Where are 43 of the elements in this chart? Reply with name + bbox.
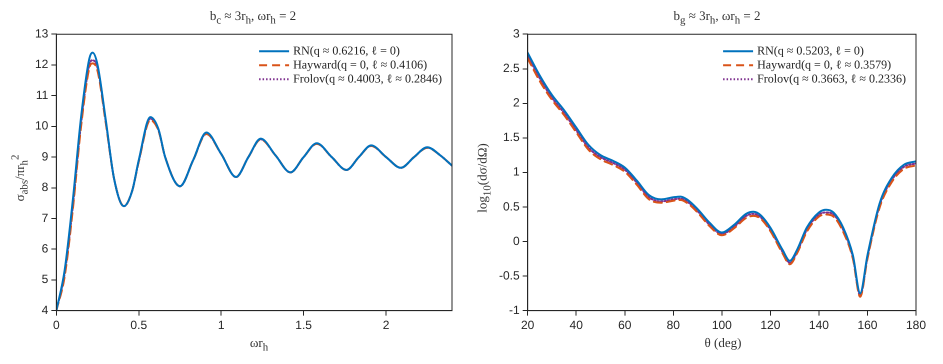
- x-tick-label: 160: [857, 318, 878, 332]
- x-tick-label: 120: [760, 318, 781, 332]
- x-tick-label: 80: [666, 318, 680, 332]
- x-tick-label: 2: [382, 318, 390, 332]
- x-tick-label: 180: [906, 318, 926, 332]
- y-tick-label: 0: [512, 234, 520, 248]
- x-tick-label: 40: [570, 318, 584, 332]
- legend-label: RN(q ≈ 0.6216, ℓ = 0): [293, 43, 400, 58]
- legend-label: Hayward(q = 0, ℓ ≈ 0.3579): [757, 57, 892, 72]
- y-tick-label: 1.5: [502, 130, 520, 144]
- legend-label: Hayward(q = 0, ℓ ≈ 0.4106): [293, 57, 428, 72]
- y-tick-label: 5: [42, 272, 49, 286]
- x-tick-label: 0.5: [130, 318, 148, 332]
- x-tick-label: 100: [712, 318, 732, 332]
- x-tick-label: 1.5: [295, 318, 312, 332]
- y-tick-label: 8: [42, 180, 49, 194]
- y-tick-label: 10: [34, 118, 49, 133]
- y-tick-label: 2.5: [502, 61, 520, 76]
- y-tick-label: 13: [34, 26, 49, 41]
- x-axis-title: ωr$_{h}$: [248, 335, 270, 354]
- y-tick-label: 2: [512, 96, 520, 110]
- y-tick-label: -1: [509, 302, 520, 317]
- legend-label: RN(q ≈ 0.5203, ℓ = 0): [757, 43, 864, 58]
- x-tick-label: 0: [53, 318, 60, 332]
- y-tick-label: 0.5: [502, 199, 520, 214]
- x-tick-label: 20: [521, 318, 535, 332]
- y-tick-label: 1: [512, 164, 520, 179]
- chart-title: b$_{c}$ ≈ 3r$_{h}$, ωr$_{h}$ = 2: [208, 8, 298, 27]
- x-tick-label: 1: [218, 318, 225, 332]
- y-tick-label: 3: [512, 26, 520, 41]
- x-tick-label: 60: [618, 318, 632, 332]
- y-tick-label: 6: [42, 241, 49, 256]
- y-tick-label: 9: [42, 149, 49, 164]
- y-tick-label: 4: [42, 302, 49, 317]
- x-tick-label: 140: [808, 318, 830, 332]
- legend-label: Frolov(q ≈ 0.4003, ℓ ≈ 0.2846): [293, 71, 442, 86]
- y-tick-label: -0.5: [498, 268, 520, 282]
- y-tick-label: 11: [36, 88, 49, 102]
- y-tick-label: 7: [42, 210, 49, 225]
- y-tick-label: 12: [34, 57, 49, 72]
- chart-title: b$_{g}$ ≈ 3r$_{h}$, ωr$_{h}$ = 2: [672, 8, 762, 27]
- legend-label: Frolov(q ≈ 0.3663, ℓ ≈ 0.2336): [757, 71, 906, 86]
- x-axis-title: θ (deg): [704, 335, 742, 351]
